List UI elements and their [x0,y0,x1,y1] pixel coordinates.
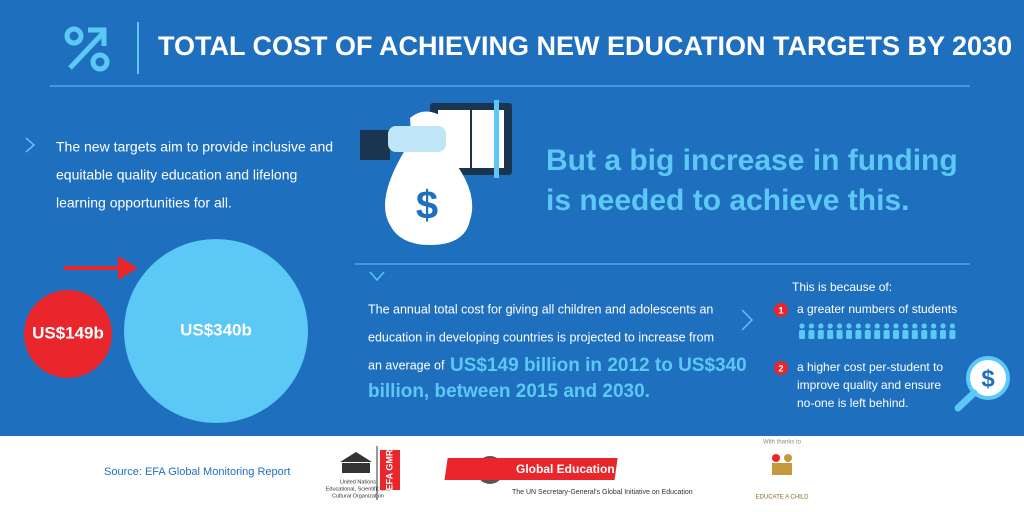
efa-logo: EFA GMR [384,449,394,490]
reason-line: improve quality and ensure [797,378,941,392]
gefi-title: Global Education First Initiative [516,462,696,476]
dollar-sign: $ [416,184,438,228]
person-body [902,330,909,339]
person-body [799,330,805,339]
person-body [874,330,881,339]
efa-block [380,450,400,490]
eac-logo [772,454,792,475]
person-body [921,330,928,339]
source: Source: EFA Global Monitoring Report [104,466,290,478]
body-line: an average of [368,358,445,372]
person-head [912,323,918,329]
reasons-heading: This is because of: [792,280,892,294]
person-head [818,323,824,329]
person-head [837,323,843,329]
people-icons [799,323,956,339]
headline-line: But a big increase in funding [546,144,958,177]
reason-line: a greater numbers of students [797,302,957,316]
eac: EDUCATE A CHILD [756,495,810,501]
unesco-line: United Nations [340,479,376,485]
percent-icon [64,26,110,72]
person-head [884,323,890,329]
reason-line: no-one is left behind. [797,396,908,410]
body-line: The annual total cost for giving all chi… [368,302,713,316]
person-head [874,323,880,329]
reason-number: 2 [778,363,783,373]
unesco-line: Cultural Organization [332,493,384,499]
reason-number: 1 [778,305,783,315]
person-body [893,330,899,339]
person-head [865,323,871,329]
person-head [931,323,937,329]
person-head [808,323,815,329]
large-circle [124,239,308,423]
person-head [846,323,852,329]
headline-line: is needed to achieve this. [546,184,909,217]
reason-line: a higher cost per-student to [797,360,943,374]
person-head [921,323,927,329]
svg-text:$: $ [981,365,995,392]
body-line: education in developing countries is pro… [368,330,714,344]
gefi-subtitle: The UN Secretary-General's Global Initia… [512,489,693,496]
large-circle-label: US$340b [180,320,252,339]
body-highlight: US$149 billion in 2012 to US$340 [450,355,747,376]
small-circle [24,290,112,378]
reason-number-badge [774,303,788,317]
person-body [940,330,946,339]
person-body [883,330,890,339]
person-body [930,330,937,339]
money-bag-icon: $ [360,100,512,245]
person-body [949,330,956,339]
person-body [855,330,862,339]
person-body [817,330,824,339]
reason-number-badge [774,361,788,375]
intro-line: learning opportunities for all. [56,195,232,211]
person-head [799,323,805,329]
person-head [855,323,862,329]
chevron [25,137,36,153]
person-head [949,323,956,329]
person-head [940,323,946,329]
gefi-banner [444,458,618,480]
person-body [846,330,852,339]
person-body [836,330,843,339]
person-body [911,330,918,339]
intro-line: equitable quality education and lifelong [56,167,297,183]
thanks: With thanks to [763,440,802,446]
unesco-logo [340,446,378,500]
person-head [827,323,833,329]
title: TOTAL COST OF ACHIEVING NEW EDUCATION TA… [158,31,1012,61]
unesco-line: Educational, Scientific and [326,486,391,492]
person-head [893,323,899,329]
small-circle-label: US$149b [32,323,104,342]
chevron [369,271,385,282]
person-body [864,330,871,339]
chevron [741,309,754,331]
person-body [827,330,834,339]
body-highlight: billion, between 2015 and 2030. [368,381,650,402]
person-body [808,330,815,339]
intro-line: The new targets aim to provide inclusive… [56,139,333,155]
magnifier-icon: $ [954,356,1010,412]
person-head [902,323,909,329]
arrow [64,256,138,280]
